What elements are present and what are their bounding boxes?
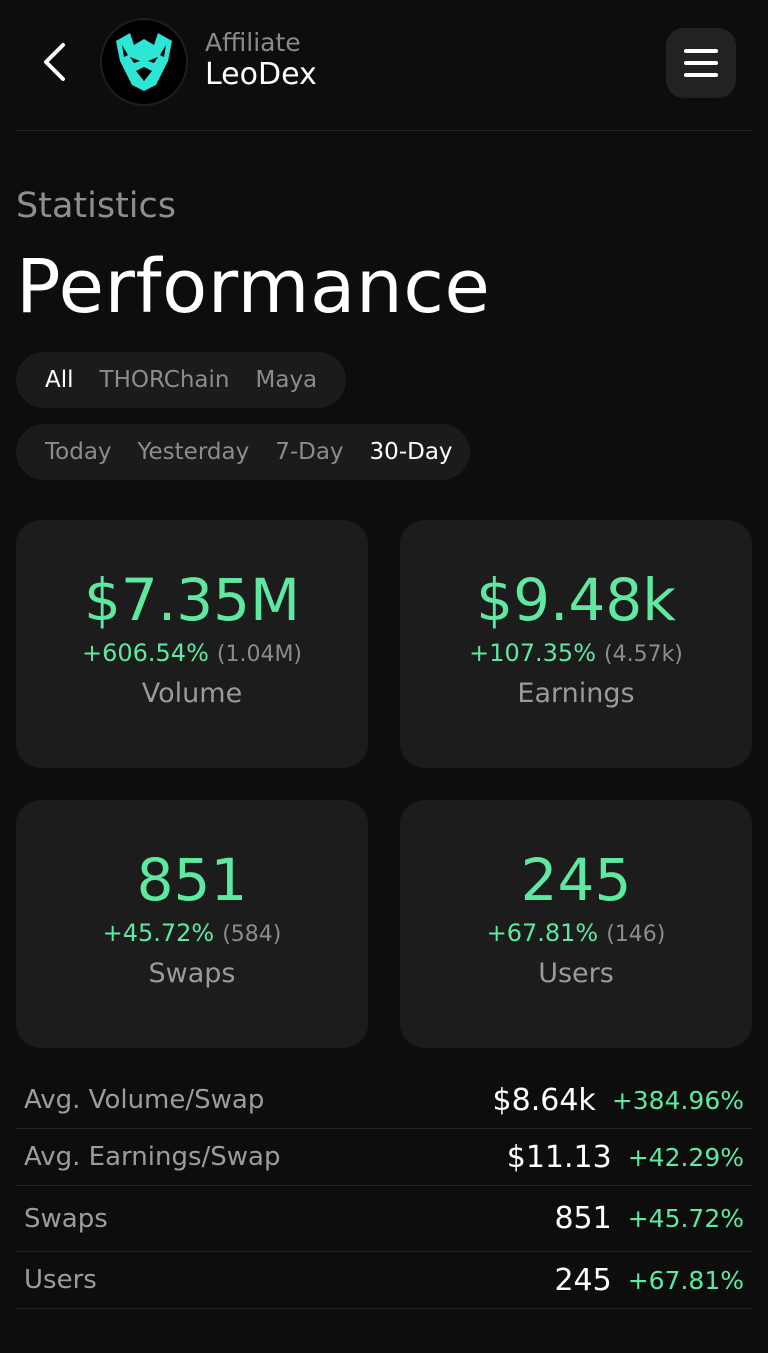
previous-value: (146) bbox=[606, 922, 666, 947]
previous-value: (584) bbox=[222, 922, 282, 947]
change-percent: +606.54% bbox=[81, 639, 209, 667]
network-filter: All THORChain Maya bbox=[16, 352, 346, 408]
page-title: Performance bbox=[16, 244, 491, 330]
stat-row-swaps: Swaps 851 +45.72% bbox=[16, 1186, 752, 1252]
stat-change: +384.96% bbox=[611, 1085, 744, 1115]
header: Affiliate LeoDex bbox=[0, 0, 768, 132]
card-value: $7.35M bbox=[83, 566, 301, 634]
earnings-card: $9.48k +107.35% (4.57k) Earnings bbox=[400, 520, 752, 768]
brand: Affiliate LeoDex bbox=[205, 28, 317, 92]
previous-value: (1.04M) bbox=[216, 642, 303, 667]
card-label: Users bbox=[538, 958, 614, 989]
chevron-left-icon bbox=[44, 43, 65, 81]
stat-row-users: Users 245 +67.81% bbox=[16, 1252, 752, 1309]
section-label: Statistics bbox=[16, 186, 176, 226]
lion-logo-icon bbox=[116, 33, 172, 91]
tab-30-day[interactable]: 30-Day bbox=[369, 439, 453, 465]
previous-value: (4.57k) bbox=[604, 642, 683, 667]
change-percent: +67.81% bbox=[486, 919, 599, 947]
card-change: +67.81% (146) bbox=[400, 918, 752, 950]
affiliate-label: Affiliate bbox=[205, 28, 301, 57]
stat-label: Swaps bbox=[24, 1203, 108, 1234]
users-card: 245 +67.81% (146) Users bbox=[400, 800, 752, 1048]
tab-7-day[interactable]: 7-Day bbox=[275, 439, 344, 465]
period-filter: Today Yesterday 7-Day 30-Day bbox=[16, 424, 470, 480]
hamburger-icon bbox=[684, 49, 718, 77]
stat-label: Avg. Earnings/Swap bbox=[24, 1142, 281, 1172]
stat-change: +45.72% bbox=[627, 1204, 744, 1233]
stat-row-avg-volume: Avg. Volume/Swap $8.64k +384.96% bbox=[16, 1072, 752, 1129]
tab-today[interactable]: Today bbox=[45, 439, 112, 465]
tab-yesterday[interactable]: Yesterday bbox=[137, 439, 250, 465]
header-divider bbox=[16, 130, 752, 131]
card-value: 851 bbox=[136, 846, 248, 914]
menu-button[interactable] bbox=[666, 28, 736, 98]
stat-row-avg-earnings: Avg. Earnings/Swap $11.13 +42.29% bbox=[16, 1129, 752, 1186]
tab-maya[interactable]: Maya bbox=[255, 367, 318, 393]
card-label: Earnings bbox=[517, 678, 635, 709]
stat-value: 851 bbox=[554, 1201, 612, 1236]
card-value: $9.48k bbox=[476, 566, 676, 634]
stat-value: 245 bbox=[554, 1262, 612, 1298]
card-label: Volume bbox=[141, 678, 243, 709]
swaps-card: 851 +45.72% (584) Swaps bbox=[16, 800, 368, 1048]
stat-change: +67.81% bbox=[627, 1265, 744, 1295]
card-label: Swaps bbox=[148, 958, 236, 989]
tab-thorchain[interactable]: THORChain bbox=[99, 367, 230, 393]
card-value: 245 bbox=[520, 846, 632, 914]
back-button[interactable] bbox=[32, 40, 76, 84]
affiliate-logo bbox=[100, 18, 188, 106]
change-percent: +45.72% bbox=[102, 919, 215, 947]
card-change: +45.72% (584) bbox=[16, 918, 368, 950]
stat-label: Avg. Volume/Swap bbox=[24, 1085, 265, 1115]
tab-all[interactable]: All bbox=[45, 367, 74, 393]
stat-value: $11.13 bbox=[506, 1139, 612, 1175]
card-change: +606.54% (1.04M) bbox=[16, 638, 368, 670]
stat-label: Users bbox=[24, 1265, 97, 1295]
stat-change: +42.29% bbox=[627, 1142, 744, 1172]
volume-card: $7.35M +606.54% (1.04M) Volume bbox=[16, 520, 368, 768]
change-percent: +107.35% bbox=[469, 639, 596, 667]
stat-value: $8.64k bbox=[492, 1082, 596, 1118]
affiliate-name: LeoDex bbox=[205, 57, 317, 92]
stats-list: Avg. Volume/Swap $8.64k +384.96% Avg. Ea… bbox=[16, 1072, 752, 1309]
card-change: +107.35% (4.57k) bbox=[400, 638, 752, 670]
